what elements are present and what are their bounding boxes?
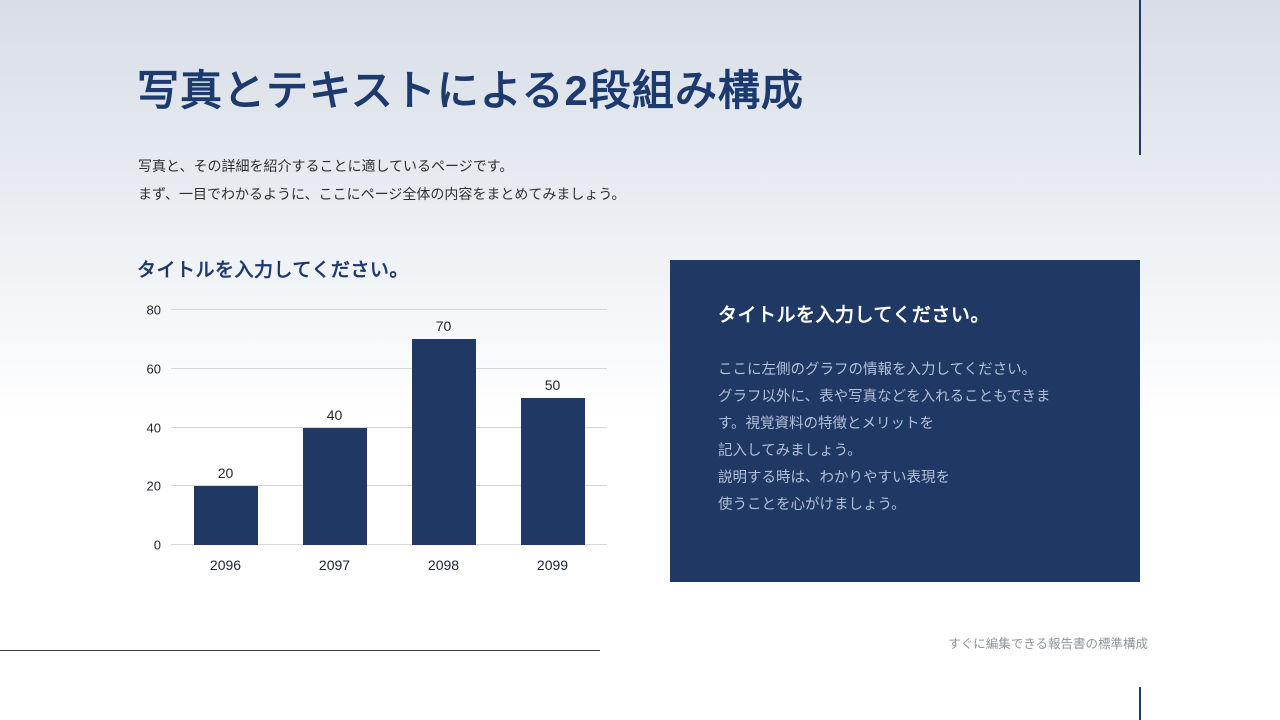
- x-tick-label: 2098: [427, 557, 460, 573]
- bar-value-label: 40: [326, 406, 343, 423]
- bar-column: 20: [171, 310, 280, 545]
- subtitle-line-2: まず、一目でわかるように、ここにページ全体の内容をまとめてみましょう。: [138, 186, 626, 202]
- plot-wrap: 20 40 70 50 2096 2097 2098 2099: [171, 309, 607, 573]
- gridline: [171, 426, 607, 428]
- text-panel: タイトルを入力してください。 ここに左側のグラフの情報を入力してください。 グラフ…: [670, 260, 1140, 582]
- bar: [520, 398, 585, 545]
- x-tick-label: 2096: [209, 557, 242, 573]
- panel-body: ここに左側のグラフの情報を入力してください。 グラフ以外に、表や写真などを入れるこ…: [718, 357, 1092, 519]
- y-tick-label: 0: [153, 537, 161, 553]
- panel-body-line: す。視覚資料の特徴とメリットを: [718, 416, 935, 432]
- gridline: [171, 309, 607, 310]
- bar-column: 40: [280, 310, 389, 545]
- footer-caption: すぐに編集できる報告書の標準構成: [948, 637, 1148, 651]
- chart-title: タイトルを入力してください。: [137, 260, 409, 281]
- chart-block: タイトルを入力してください。 0 20 40 60 80 20 40 70 50 2096 20…: [137, 255, 607, 573]
- bars-layer: 20 40 70 50: [171, 310, 607, 545]
- bar: [302, 427, 367, 545]
- slide-subtitle: 写真と、その詳細を紹介することに適しているページです。 まず、一目でわかるように…: [138, 152, 625, 208]
- decor-vertical-line-bottom: [1139, 687, 1141, 720]
- gridline: [171, 367, 607, 369]
- bar-value-label: 70: [435, 318, 452, 335]
- bar-column: 50: [498, 310, 607, 545]
- y-tick-label: 40: [146, 420, 161, 435]
- bar: [411, 339, 476, 545]
- panel-body-line: 説明する時は、わかりやすい表現を: [718, 470, 950, 486]
- panel-body-line: 使うことを心がけましょう。: [718, 497, 906, 513]
- gridline: [171, 544, 607, 545]
- x-tick-label: 2097: [318, 557, 351, 573]
- subtitle-line-1: 写真と、その詳細を紹介することに適しているページです。: [138, 158, 514, 174]
- y-tick-label: 20: [146, 478, 161, 494]
- panel-body-line: グラフ以外に、表や写真などを入れることもできま: [718, 389, 1051, 405]
- bar: [193, 486, 258, 545]
- gridline: [171, 485, 607, 487]
- x-tick-label: 2099: [536, 557, 569, 573]
- y-tick-label: 60: [146, 361, 161, 377]
- decor-horizontal-line-bottom: [0, 650, 600, 651]
- decor-vertical-line-top: [1139, 0, 1141, 155]
- x-axis: 2096 2097 2098 2099: [171, 557, 607, 573]
- y-tick-label: 80: [146, 302, 161, 318]
- slide-title: 写真とテキストによる2段組み構成: [137, 67, 804, 114]
- panel-body-line: ここに左側のグラフの情報を入力してください。: [718, 362, 1037, 378]
- panel-title: タイトルを入力してください。: [718, 305, 990, 326]
- bar-value-label: 50: [544, 377, 561, 394]
- bar-column: 70: [389, 310, 498, 545]
- plot-area: 20 40 70 50: [171, 309, 607, 545]
- y-axis: 0 20 40 60 80: [137, 303, 171, 553]
- bar-value-label: 20: [217, 465, 234, 482]
- panel-body-line: 記入してみましょう。: [718, 443, 862, 459]
- bar-chart: 0 20 40 60 80 20 40 70 50 2096 2097 2098 2099: [137, 303, 607, 573]
